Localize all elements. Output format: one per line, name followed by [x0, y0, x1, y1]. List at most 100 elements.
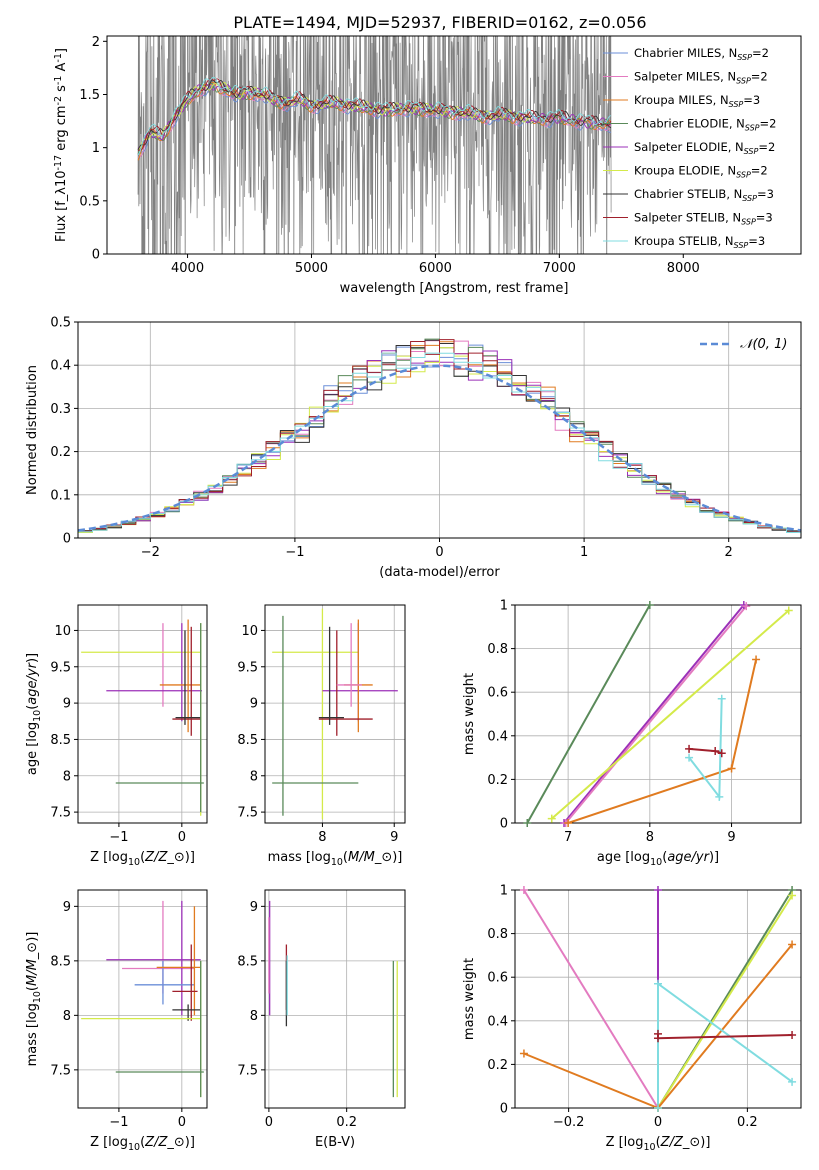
y-tick-label: 9	[63, 900, 71, 915]
weight-point-marker	[717, 694, 726, 703]
plot-area-age-z	[81, 619, 204, 816]
observed-spectrum-line	[137, 36, 612, 254]
y-tick-label: 8	[63, 769, 71, 784]
plot-area-mass-ebv	[268, 900, 398, 1098]
legend-label: Chabrier MILES, NSSP=2	[634, 46, 769, 62]
y-tick-label: 1	[92, 141, 100, 156]
x-axis-label: wavelength [Angstrom, rest frame]	[340, 281, 569, 296]
legend-label: Kroupa STELIB, NSSP=3	[634, 234, 765, 250]
normal-distribution-curve	[78, 364, 801, 532]
y-axis-label: Flux [f_λ10-17 erg cm-2 s-1 A-1]	[53, 48, 69, 242]
weight-series-line	[567, 659, 758, 823]
x-tick-label: −1	[109, 830, 128, 845]
y-tick-label: 1	[500, 884, 508, 899]
x-tick-label: 8	[318, 830, 326, 845]
legend-label: Salpeter MILES, NSSP=2	[634, 70, 768, 86]
weight-point-marker	[711, 747, 720, 756]
y-axis-label: mass [log10(M/M_⊙)]	[25, 932, 43, 1067]
weight-series-line	[564, 605, 748, 823]
weight-point-marker	[742, 602, 751, 611]
axes-frame	[264, 604, 406, 824]
weight-series-line	[657, 894, 793, 1108]
y-tick-label: 0.1	[50, 488, 71, 503]
y-tick-label: 0.8	[487, 927, 508, 942]
axes-frame	[106, 35, 802, 255]
x-tick-label: 1	[580, 545, 588, 560]
weight-point-marker	[788, 940, 797, 949]
x-axis-label: E(B-V)	[315, 1135, 355, 1150]
legend-label: Kroupa MILES, NSSP=3	[634, 93, 760, 109]
x-axis-label: (data-model)/error	[379, 565, 500, 580]
weight-series-line	[523, 890, 659, 1108]
weight-point-marker	[654, 886, 662, 894]
weight-point-marker	[788, 891, 797, 900]
y-tick-label: 0.3	[50, 402, 71, 417]
weight-point-marker	[519, 1049, 528, 1058]
x-tick-label: 0	[178, 1115, 186, 1130]
weight-point-marker	[685, 744, 694, 753]
weight-point-marker	[752, 655, 761, 664]
x-tick-label: 8	[646, 830, 654, 845]
axes-frame	[77, 889, 208, 1109]
x-tick-label: −1	[285, 545, 304, 560]
axes-spectrum: 4000 5000 6000 7000 8000 0 0.5 1 1.5 2 wavelength …	[53, 35, 802, 296]
axes-frame	[77, 604, 208, 824]
y-tick-label: 0.2	[50, 445, 71, 460]
spectrum-legend: Chabrier MILES, NSSP=2 Salpeter MILES, NS…	[603, 46, 776, 250]
x-tick-label: 9	[727, 830, 735, 845]
y-tick-label: 8	[63, 1009, 71, 1024]
y-tick-label: 10	[241, 624, 258, 639]
weight-point-marker	[685, 753, 694, 762]
y-tick-label: 8.5	[237, 954, 258, 969]
x-tick-label: −1	[109, 1115, 128, 1130]
weight-series-line	[563, 605, 745, 823]
x-tick-label: 7	[564, 830, 572, 845]
y-axis-label: Normed distribution	[25, 365, 40, 495]
residual-histogram-9	[78, 352, 801, 538]
weight-series-line	[523, 943, 793, 1108]
x-axis-label: Z [log10(Z/Z_⊙)]	[606, 1135, 711, 1153]
weight-point-marker	[788, 1077, 797, 1086]
y-axis-label: mass weight	[462, 958, 477, 1040]
y-tick-label: 0.4	[50, 359, 71, 374]
plot-area-weight-age	[526, 605, 790, 823]
x-tick-label: 2	[725, 545, 733, 560]
axes-mass-z: −1 0 7.5 8 8.5 9 Z [log10(Z/Z_⊙)] mass [log10(M…	[25, 889, 208, 1153]
x-tick-label: 5000	[295, 261, 328, 276]
y-tick-label: 8.5	[50, 733, 71, 748]
axes-frame	[264, 889, 406, 1109]
axes-frame	[514, 604, 802, 824]
x-tick-label: 0.2	[336, 1115, 357, 1130]
y-tick-label: 7.5	[237, 806, 258, 821]
y-tick-label: 0.5	[50, 316, 71, 331]
y-tick-label: 2	[92, 35, 100, 50]
x-tick-label: 0	[654, 1115, 662, 1130]
x-tick-label: 0	[265, 1115, 273, 1130]
y-tick-label: 9	[250, 900, 258, 915]
y-tick-label: 8	[250, 769, 258, 784]
weight-point-marker	[727, 764, 736, 773]
plot-area-age-mass	[272, 608, 398, 820]
weight-point-marker	[717, 749, 726, 758]
y-tick-label: 0.6	[487, 971, 508, 986]
y-tick-label: 9.5	[50, 660, 71, 675]
y-tick-label: 1.5	[79, 88, 100, 103]
legend-label: Salpeter ELODIE, NSSP=2	[634, 140, 775, 156]
y-tick-label: 9	[63, 697, 71, 712]
y-tick-label: 0	[500, 1102, 508, 1117]
weight-series-line	[688, 698, 723, 800]
weight-point-marker	[654, 1034, 662, 1043]
axes-weight-z: −0.2 0 0.2 0 0.2 0.4 0.6 0.8 1 Z [log10(Z/Z_⊙)] ma…	[462, 884, 802, 1153]
legend-label: Salpeter STELIB, NSSP=3	[634, 211, 773, 227]
y-tick-label: 0.4	[487, 1014, 508, 1029]
legend-label: Chabrier STELIB, NSSP=3	[634, 187, 774, 203]
x-tick-label: 4000	[171, 261, 204, 276]
weight-point-marker	[788, 1030, 797, 1039]
x-axis-label: Z [log10(Z/Z_⊙)]	[90, 1135, 195, 1153]
weight-series-line	[526, 605, 651, 823]
weight-point-marker	[654, 979, 662, 988]
x-axis-label: age [log10(age/yr)]	[597, 850, 719, 868]
legend-label: Kroupa ELODIE, NSSP=2	[634, 164, 768, 180]
y-tick-label: 9.5	[237, 660, 258, 675]
